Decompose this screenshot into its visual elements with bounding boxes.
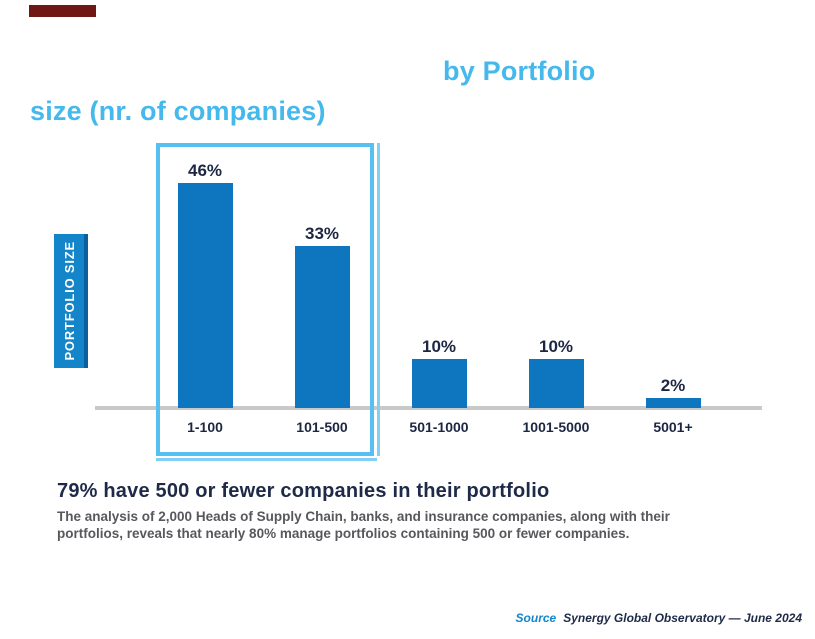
chart-title-line1: by Portfolio: [443, 56, 596, 86]
bar-category-label: 501-1000: [409, 419, 469, 435]
bar-category-label: 101-500: [296, 419, 348, 435]
bar-value-label: 33%: [304, 224, 340, 243]
brand-mark: [29, 5, 96, 17]
chart-title-line2: size (nr. of companies): [30, 96, 326, 126]
source-line: Source Synergy Global Observatory — June …: [516, 611, 802, 625]
bar-value-label: 46%: [187, 161, 223, 180]
bar: [411, 359, 467, 408]
bar-category-label: 1001-5000: [522, 419, 590, 435]
y-axis-label: PORTFOLIO SIZE: [61, 241, 77, 361]
headline: 79% have 500 or fewer companies in their…: [57, 480, 550, 502]
highlight-box: [156, 143, 374, 456]
bar-value-label: 10%: [421, 337, 457, 356]
bar: [177, 183, 233, 408]
source-text: Synergy Global Observatory — June 2024: [563, 611, 802, 625]
description: The analysis of 2,000 Heads of Supply Ch…: [57, 509, 670, 541]
y-axis-label-box: PORTFOLIO SIZE: [54, 234, 88, 368]
bar-category-label: 5001+: [653, 419, 693, 435]
bar-value-label: 10%: [538, 337, 574, 356]
bar-value-label: 2%: [660, 376, 686, 395]
bar: [294, 246, 350, 408]
bar: [645, 398, 701, 408]
bar: [528, 359, 584, 408]
bar-category-label: 1-100: [187, 419, 223, 435]
source-label: Source: [515, 611, 557, 625]
highlight-box-right-edge: [377, 143, 380, 456]
x-axis-line: [95, 406, 762, 410]
highlight-box-bottom-edge: [156, 458, 377, 461]
